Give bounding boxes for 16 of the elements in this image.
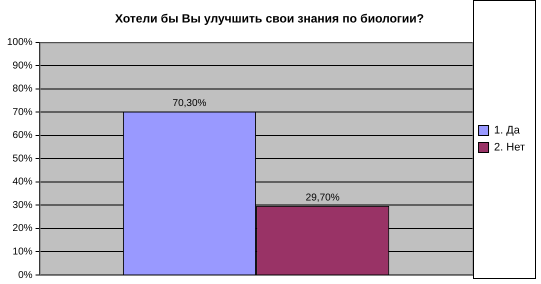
y-tick-label: 50%: [12, 153, 33, 164]
y-tick-label: 30%: [12, 200, 33, 211]
y-tick-label: 20%: [12, 223, 33, 234]
y-tick-label: 0%: [18, 270, 33, 281]
y-tick-label: 60%: [12, 130, 33, 142]
data-label: 70,30%: [172, 98, 207, 110]
chart-title: Хотели бы Вы улучшить свои знания по биологии?: [115, 12, 424, 26]
y-tick-label: 10%: [12, 246, 33, 258]
y-tick-label: 80%: [12, 84, 33, 95]
y-tick-label: 90%: [12, 60, 33, 72]
y-tick-label: 100%: [7, 37, 33, 48]
legend-label: 2. Нет: [494, 142, 526, 154]
y-tick-label: 70%: [12, 106, 33, 118]
legend-label: 1. Да: [494, 124, 521, 137]
data-label: 29,70%: [306, 192, 340, 204]
y-tick-label: 40%: [12, 176, 33, 188]
